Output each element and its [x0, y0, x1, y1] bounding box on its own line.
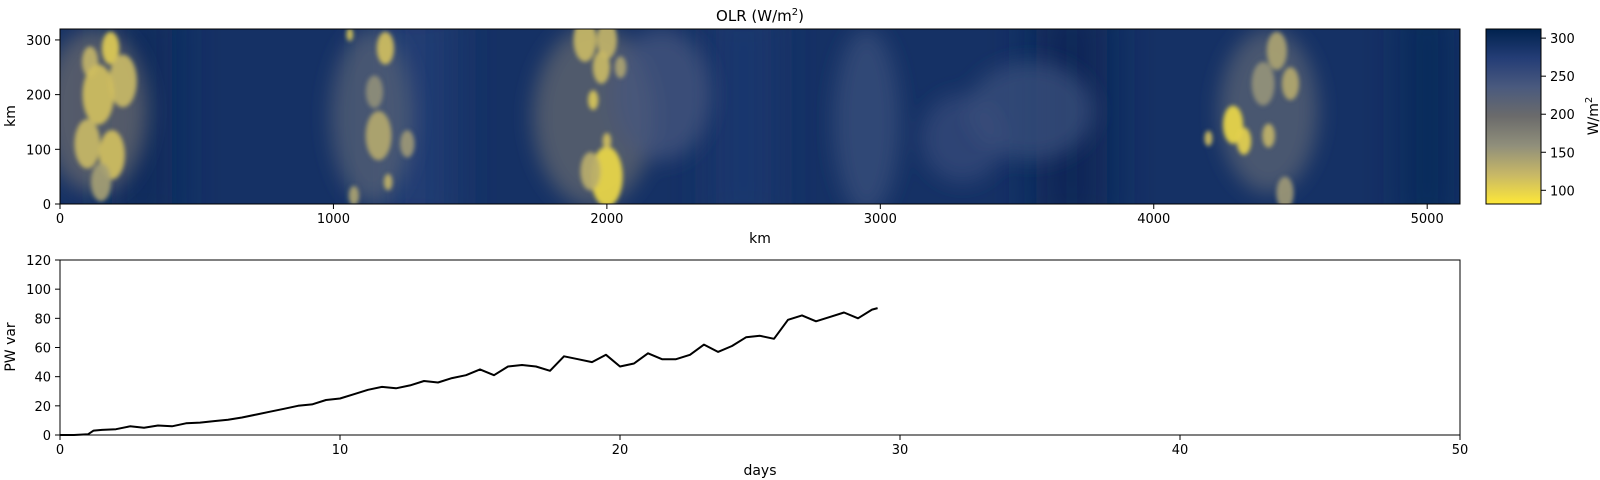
pw-variance-panel: 0 10 20 30 40 50 0 20 40 60 80 100 120 days PW var	[3, 254, 1468, 479]
clear-sky-band	[716, 29, 771, 204]
olr-x-tick-label: 1000	[317, 212, 350, 227]
colorbar-ticks: 100 150 200 250 300	[1541, 32, 1575, 199]
colorbar-tick-label: 100	[1550, 184, 1575, 199]
colorbar: 100 150 200 250 300 W/m2	[1485, 28, 1600, 205]
olr-x-tick-label: 2000	[590, 212, 623, 227]
convective-cell	[348, 185, 360, 204]
olr-y-tick-label: 200	[26, 89, 51, 104]
pw-y-tick-label: 100	[26, 283, 51, 298]
olr-heatmap-frame	[59, 28, 1461, 205]
pw-y-tick-label: 40	[34, 371, 51, 386]
convective-cell	[365, 111, 392, 161]
pw-x-axis: 0 10 20 30 40 50	[56, 435, 1468, 458]
convective-cell	[1281, 67, 1300, 101]
convective-cell	[365, 75, 384, 109]
convective-cell	[602, 132, 612, 150]
convective-cell	[614, 56, 627, 79]
cloud-region	[967, 61, 1094, 161]
olr-y-axis: 0 100 200 300	[26, 34, 60, 213]
pw-plot-frame	[59, 259, 1461, 436]
pw-y-tick-label: 0	[43, 429, 51, 444]
convective-cell	[101, 31, 120, 65]
convective-cell	[346, 29, 354, 42]
colorbar-label: W/m2	[1584, 97, 1600, 136]
pw-x-tick-label: 30	[892, 443, 909, 458]
olr-x-tick-label: 5000	[1411, 212, 1444, 227]
convective-cell	[90, 162, 112, 202]
pw-y-tick-label: 20	[34, 400, 51, 415]
convective-cell	[573, 29, 597, 62]
convective-cell	[1251, 61, 1275, 106]
convective-cells	[74, 29, 1300, 204]
convective-cell	[591, 146, 623, 204]
colorbar-tick-label: 150	[1550, 146, 1575, 161]
colorbar-tick-label: 250	[1550, 70, 1575, 85]
clear-sky-band	[1410, 29, 1444, 204]
pw-y-tick-label: 120	[26, 254, 51, 269]
olr-x-tick-label: 0	[56, 212, 64, 227]
pw-x-tick-label: 50	[1452, 443, 1469, 458]
convective-cell	[1266, 31, 1287, 71]
olr-x-axis: 0 1000 2000 3000 4000 5000	[56, 204, 1444, 227]
pw-y-axis-label: PW var	[3, 322, 19, 372]
olr-y-tick-label: 300	[26, 34, 51, 49]
olr-heatmap-title: OLR (W/m2)	[716, 7, 804, 25]
convective-cell	[1262, 123, 1275, 148]
pw-x-axis-label: days	[743, 463, 776, 479]
pw-x-tick-label: 10	[332, 443, 349, 458]
colorbar-tick-label: 300	[1550, 32, 1575, 47]
pw-y-tick-label: 60	[34, 342, 51, 357]
olr-x-tick-label: 4000	[1137, 212, 1170, 227]
olr-heatmap-panel: OLR (W/m2) 0 1000 2000 3000 4000 5000 0 100 200…	[3, 7, 1461, 247]
olr-field	[60, 29, 1460, 204]
convective-cell	[109, 54, 137, 108]
convective-cell	[1236, 127, 1252, 155]
pw-x-tick-label: 0	[56, 443, 64, 458]
pw-x-tick-label: 20	[612, 443, 629, 458]
convective-cell	[82, 64, 115, 125]
colorbar-gradient	[1485, 28, 1542, 205]
cloud-region	[612, 29, 711, 161]
convective-cell	[588, 90, 599, 110]
convective-cell	[1204, 130, 1213, 147]
pw-y-axis: 0 20 40 60 80 100 120	[26, 254, 60, 444]
convective-cell	[1276, 176, 1294, 204]
olr-y-tick-label: 100	[26, 143, 51, 158]
convective-cell	[592, 50, 611, 84]
convective-cell	[383, 173, 393, 191]
convective-cell	[376, 31, 395, 65]
olr-x-axis-label: km	[749, 231, 771, 247]
pw-variance-series-line	[60, 307, 878, 436]
colorbar-tick-label: 200	[1550, 108, 1575, 123]
pw-x-tick-label: 40	[1172, 443, 1189, 458]
convective-cell	[400, 130, 415, 158]
convective-cell	[74, 119, 101, 169]
cloud-region	[833, 29, 900, 204]
olr-y-tick-label: 0	[43, 198, 51, 213]
convective-cell	[580, 152, 601, 191]
pw-y-tick-label: 80	[34, 312, 51, 327]
olr-x-tick-label: 3000	[864, 212, 897, 227]
olr-y-axis-label: km	[3, 105, 19, 127]
